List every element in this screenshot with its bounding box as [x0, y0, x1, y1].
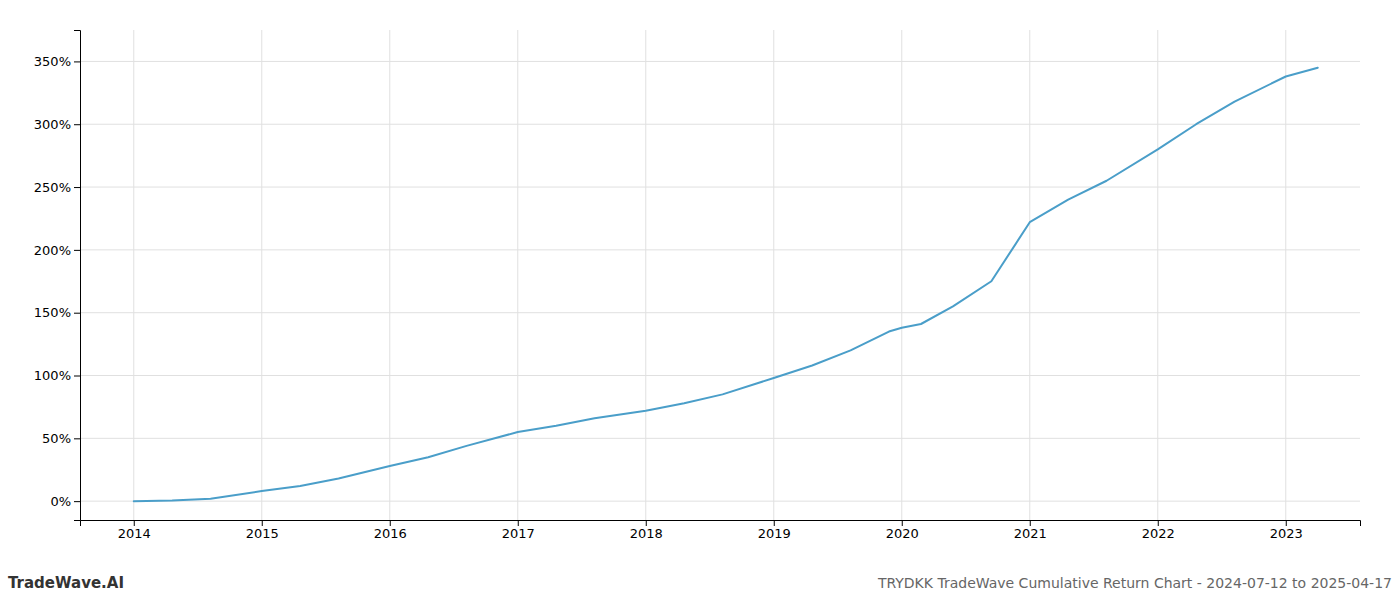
x-tick-label: 2022 — [1142, 526, 1175, 541]
x-tick: 2020 — [886, 520, 919, 541]
y-axis-line — [74, 31, 81, 521]
grid — [80, 30, 1360, 520]
y-tick: 250% — [34, 180, 80, 195]
x-tick-label: 2015 — [246, 526, 279, 541]
x-tick-label: 2019 — [758, 526, 791, 541]
x-grid-line — [1029, 30, 1030, 520]
x-tick-mark — [774, 520, 775, 526]
title: TRYDKK TradeWave Cumulative Return Chart… — [877, 575, 1392, 591]
x-grid-line — [901, 30, 902, 520]
y-tick-label: 250% — [34, 180, 71, 195]
x-grid-line — [773, 30, 774, 520]
x-tick-label: 2017 — [502, 526, 535, 541]
y-grid-line — [80, 249, 1360, 250]
x-tick: 2022 — [1142, 520, 1175, 541]
y-tick-label: 100% — [34, 368, 71, 383]
x-grid-line — [1157, 30, 1158, 520]
x-tick-label: 2023 — [1270, 526, 1303, 541]
x-tick-mark — [1030, 520, 1031, 526]
y-tick-mark — [74, 250, 80, 251]
y-tick-mark — [74, 438, 80, 439]
y-grid-line — [80, 501, 1360, 502]
x-grid-line — [1285, 30, 1286, 520]
y-tick-label: 0% — [50, 494, 71, 509]
x-tick-mark — [134, 520, 135, 526]
y-tick: 50% — [42, 431, 80, 446]
x-tick-label: 2016 — [374, 526, 407, 541]
x-axis: 2014 2015 2016 2017 2018 2019 2020 2021 2022 2023 — [81, 520, 1361, 541]
chart: 2014 2015 2016 2017 2018 2019 2020 2021 2022 2023… — [0, 0, 1400, 600]
x-tick: 2015 — [246, 520, 279, 541]
x-tick-mark — [518, 520, 519, 526]
x-tick: 2014 — [118, 520, 151, 541]
marks — [134, 68, 1318, 501]
x-tick-mark — [390, 520, 391, 526]
y-grid-line — [80, 187, 1360, 188]
x-tick-mark — [646, 520, 647, 526]
x-grid-line — [389, 30, 390, 520]
x-tick: 2021 — [1014, 520, 1047, 541]
x-tick-mark — [1286, 520, 1287, 526]
line — [134, 68, 1318, 501]
y-tick-mark — [74, 376, 80, 377]
y-tick-label: 300% — [34, 117, 71, 132]
y-tick-label: 150% — [34, 305, 71, 320]
y-tick-mark — [74, 61, 80, 62]
x-tick-mark — [1158, 520, 1159, 526]
plot: 2014 2015 2016 2017 2018 2019 2020 2021 2022 2023… — [34, 30, 1361, 541]
y-tick: 150% — [34, 305, 80, 320]
y-tick-label: 350% — [34, 54, 71, 69]
y-tick-mark — [74, 124, 80, 125]
y-tick: 300% — [34, 117, 80, 132]
y-grid-line — [80, 438, 1360, 439]
y-tick: 0% — [50, 494, 80, 509]
x-grid-line — [517, 30, 518, 520]
y-tick-mark — [74, 313, 80, 314]
y-tick-label: 50% — [42, 431, 71, 446]
x-tick: 2016 — [374, 520, 407, 541]
y-tick: 200% — [34, 243, 80, 258]
y-grid-line — [80, 61, 1360, 62]
x-tick: 2018 — [630, 520, 663, 541]
y-tick-mark — [74, 187, 80, 188]
x-grid-line — [261, 30, 262, 520]
x-tick-label: 2021 — [1014, 526, 1047, 541]
y-tick-mark — [74, 501, 80, 502]
x-tick-label: 2020 — [886, 526, 919, 541]
y-grid-line — [80, 375, 1360, 376]
footer-text: TradeWave.AI — [8, 574, 124, 592]
y-axis: 0% 50% 100% 150% 200% 250% 300% 350% — [34, 31, 81, 521]
y-tick: 350% — [34, 54, 80, 69]
x-tick: 2023 — [1270, 520, 1303, 541]
x-tick-label: 2014 — [118, 526, 151, 541]
x-grid-line — [645, 30, 646, 520]
x-tick-mark — [262, 520, 263, 526]
x-tick: 2019 — [758, 520, 791, 541]
x-grid-line — [133, 30, 134, 520]
x-tick-label: 2018 — [630, 526, 663, 541]
x-tick-mark — [902, 520, 903, 526]
y-tick: 100% — [34, 368, 80, 383]
x-axis-line — [81, 521, 1361, 527]
y-grid-line — [80, 312, 1360, 313]
y-grid-line — [80, 124, 1360, 125]
x-tick: 2017 — [502, 520, 535, 541]
y-tick-label: 200% — [34, 243, 71, 258]
